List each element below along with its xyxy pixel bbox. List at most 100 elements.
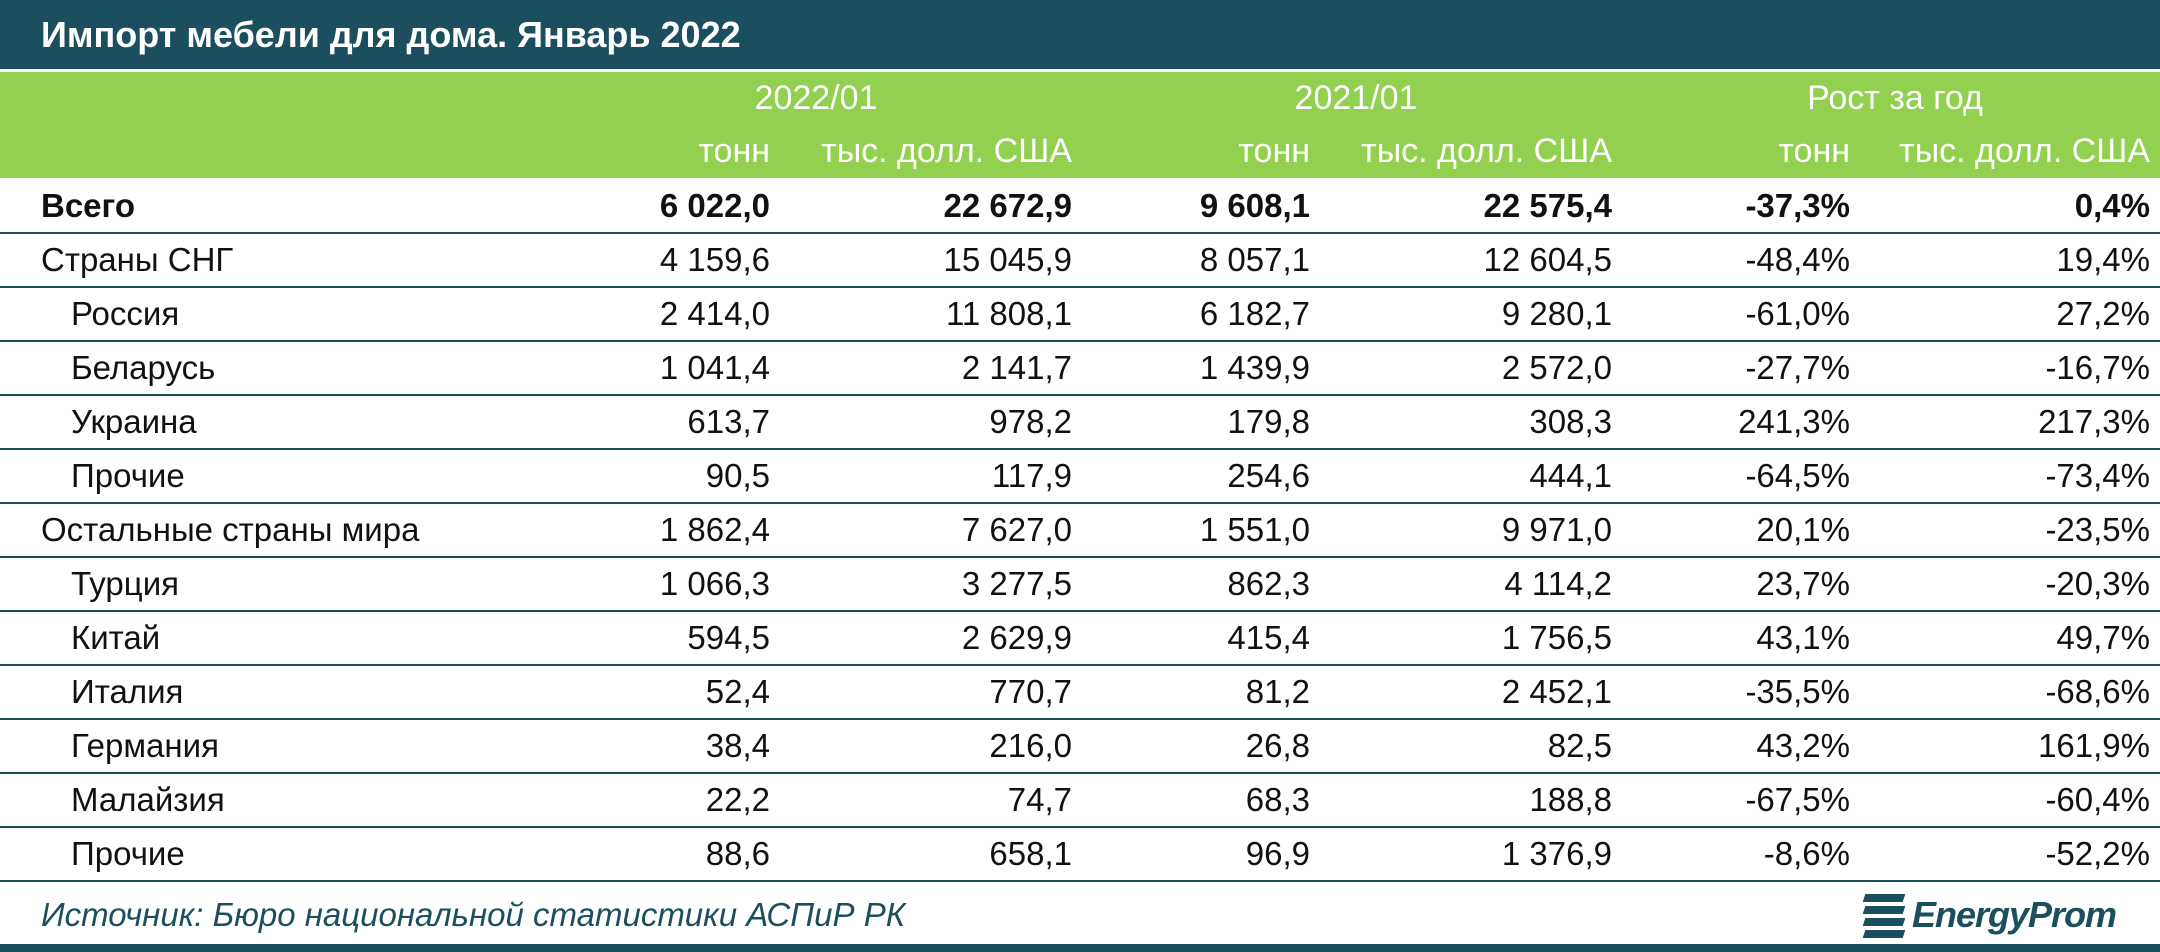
cell-tons-2022: 1 041,4 [659,349,770,386]
cell-usd-2022: 658,1 [989,835,1072,872]
energyprom-logo: EnergyProm [1862,890,2144,940]
cell-tons-growth: -27,7% [1745,349,1850,386]
cell-tons-2021: 415,4 [1227,619,1310,656]
cell-tons-2021: 81,2 [1245,673,1310,710]
footer: Источник: Бюро национальной статистики А… [0,888,2160,944]
cell-tons-2021: 6 182,7 [1199,295,1310,332]
row-label: Всего [41,187,136,224]
cell-usd-growth: -20,3% [2045,565,2150,602]
cell-tons-growth: -37,3% [1745,187,1850,224]
table-row: Украина 613,7 978,2 179,8 308,3 241,3% 2… [0,396,2160,450]
cell-tons-2022: 2 414,0 [659,295,770,332]
row-label: Украина [71,403,197,440]
table-row: Малайзия 22,2 74,7 68,3 188,8 -67,5% -60… [0,774,2160,828]
cell-tons-2021: 1 439,9 [1199,349,1310,386]
cell-tons-2021: 8 057,1 [1199,241,1310,278]
cell-tons-growth: -48,4% [1745,241,1850,278]
cell-usd-growth: -68,6% [2045,673,2150,710]
title-bar: Импорт мебели для дома. Январь 2022 [0,0,2160,69]
cell-tons-2022: 594,5 [687,619,770,656]
cell-usd-2021: 2 452,1 [1501,673,1612,710]
cell-usd-growth: 161,9% [2038,727,2150,764]
cell-tons-2021: 26,8 [1245,727,1310,764]
row-label: Прочие [71,835,185,872]
table-row: Прочие 90,5 117,9 254,6 444,1 -64,5% -73… [0,450,2160,504]
source-note: Источник: Бюро национальной статистики А… [41,896,906,933]
table-row: Китай 594,5 2 629,9 415,4 1 756,5 43,1% … [0,612,2160,666]
table-row: Остальные страны мира 1 862,4 7 627,0 1 … [0,504,2160,558]
cell-usd-growth: -23,5% [2045,511,2150,548]
row-label: Германия [71,727,219,764]
cell-tons-growth: -35,5% [1745,673,1850,710]
cell-usd-2021: 308,3 [1529,403,1612,440]
row-label: Остальные страны мира [41,511,420,548]
group-header-2021-01: 2021/01 [1294,79,1418,117]
cell-usd-2022: 216,0 [989,727,1072,764]
group-header-growth: Рост за год [1807,79,1983,117]
cell-tons-2022: 22,2 [705,781,770,818]
row-label: Китай [71,619,161,656]
cell-tons-growth: 43,2% [1756,727,1850,764]
cell-usd-2022: 978,2 [989,403,1072,440]
cell-usd-2021: 9 971,0 [1501,511,1612,548]
subheader-tons-2021: тонн [1238,132,1310,170]
cell-usd-2022: 117,9 [991,457,1072,494]
cell-tons-2022: 1 066,3 [659,565,770,602]
row-label: Прочие [71,457,185,494]
cell-usd-growth: 0,4% [2074,187,2150,224]
table-header: 2022/01 2021/01 Рост за год тонн тыс. до… [0,72,2160,178]
header-group-row: 2022/01 2021/01 Рост за год [0,72,2160,125]
cell-tons-growth: -61,0% [1745,295,1850,332]
bottom-rule [0,944,2160,952]
cell-tons-growth: -67,5% [1745,781,1850,818]
page-title: Импорт мебели для дома. Январь 2022 [41,14,741,55]
cell-usd-2022: 74,7 [1007,781,1072,818]
cell-usd-2021: 12 604,5 [1483,241,1612,278]
row-label: Малайзия [71,781,225,818]
cell-tons-growth: 43,1% [1756,619,1850,656]
cell-usd-2021: 82,5 [1547,727,1612,764]
table-row: Прочие 88,6 658,1 96,9 1 376,9 -8,6% -52… [0,828,2160,882]
cell-usd-2021: 22 575,4 [1483,187,1612,224]
cell-usd-2022: 15 045,9 [943,241,1072,278]
cell-tons-2021: 179,8 [1227,403,1310,440]
cell-usd-growth: -16,7% [2045,349,2150,386]
table-row: Турция 1 066,3 3 277,5 862,3 4 114,2 23,… [0,558,2160,612]
table-row: Страны СНГ 4 159,6 15 045,9 8 057,1 12 6… [0,234,2160,288]
logo-stripes-icon [1862,894,1906,938]
cell-tons-2022: 38,4 [705,727,770,764]
cell-usd-growth: -73,4% [2045,457,2150,494]
cell-usd-growth: 217,3% [2038,403,2150,440]
cell-tons-growth: 20,1% [1756,511,1850,548]
cell-tons-2022: 6 022,0 [659,187,770,224]
cell-tons-2022: 4 159,6 [659,241,770,278]
cell-usd-2021: 444,1 [1529,457,1612,494]
cell-usd-2022: 2 141,7 [961,349,1072,386]
table-body: Всего 6 022,0 22 672,9 9 608,1 22 575,4 … [0,180,2160,882]
table-row: Италия 52,4 770,7 81,2 2 452,1 -35,5% -6… [0,666,2160,720]
cell-tons-2022: 613,7 [687,403,770,440]
cell-usd-growth: 49,7% [2056,619,2150,656]
subheader-tons-growth: тонн [1778,132,1850,170]
row-label: Турция [71,565,179,602]
group-header-2022-01: 2022/01 [754,79,878,117]
cell-tons-2021: 9 608,1 [1199,187,1310,224]
cell-usd-2022: 11 808,1 [945,295,1072,332]
cell-usd-2021: 2 572,0 [1501,349,1612,386]
subheader-usd-2021: тыс. долл. США [1361,132,1612,170]
subheader-usd-growth: тыс. долл. США [1899,132,2150,170]
cell-usd-2022: 7 627,0 [961,511,1072,548]
table-row: Германия 38,4 216,0 26,8 82,5 43,2% 161,… [0,720,2160,774]
cell-usd-2021: 9 280,1 [1501,295,1612,332]
subheader-tons-2022: тонн [698,132,770,170]
row-label: Страны СНГ [41,241,234,278]
cell-tons-growth: 241,3% [1738,403,1850,440]
logo-text: EnergyProm [1912,894,2117,935]
cell-usd-growth: -52,2% [2045,835,2150,872]
cell-tons-2021: 68,3 [1245,781,1310,818]
cell-tons-2022: 52,4 [705,673,770,710]
cell-usd-2022: 770,7 [989,673,1072,710]
cell-tons-growth: 23,7% [1756,565,1850,602]
cell-tons-2021: 254,6 [1227,457,1310,494]
